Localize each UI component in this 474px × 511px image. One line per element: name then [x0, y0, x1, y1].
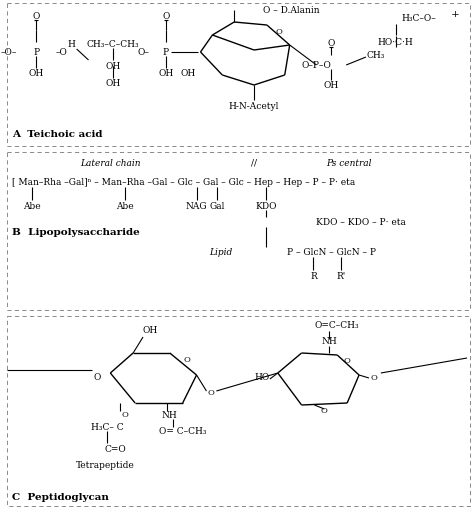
Text: O: O	[328, 38, 335, 48]
Text: OH: OH	[28, 68, 44, 78]
Text: HO: HO	[255, 373, 270, 382]
Text: NAG: NAG	[186, 201, 207, 211]
Text: H₃C–O–: H₃C–O–	[401, 13, 436, 22]
Text: H: H	[68, 39, 76, 49]
Bar	[7, 152, 470, 310]
Text: OH: OH	[106, 61, 121, 71]
Text: OH: OH	[158, 68, 173, 78]
Text: O: O	[371, 374, 377, 382]
Text: CH₃–C–CH₃: CH₃–C–CH₃	[87, 39, 140, 49]
Text: OH: OH	[142, 326, 157, 335]
Text: O: O	[94, 373, 101, 382]
Text: P – GlcN – GlcN – P: P – GlcN – GlcN – P	[287, 247, 376, 257]
Text: O= C–CH₃: O= C–CH₃	[159, 427, 206, 435]
Text: Abe: Abe	[117, 201, 134, 211]
Text: Gal: Gal	[210, 201, 225, 211]
Text: Lateral chain: Lateral chain	[80, 158, 141, 168]
Text: //: //	[251, 158, 257, 168]
Text: NH: NH	[321, 337, 337, 345]
Text: [ Man–Rha –Gal]ⁿ – Man–Rha –Gal – Glc – Gal – Glc – Hep – Hep – P – P· eta: [ Man–Rha –Gal]ⁿ – Man–Rha –Gal – Glc – …	[12, 177, 356, 187]
Text: B  Lipopolysaccharide: B Lipopolysaccharide	[12, 227, 140, 237]
Text: OH: OH	[180, 68, 195, 78]
Text: +: +	[451, 10, 460, 18]
Text: KDO: KDO	[255, 201, 277, 211]
Text: OH: OH	[106, 79, 121, 87]
Text: O: O	[344, 357, 351, 365]
Text: Tetrapeptide: Tetrapeptide	[76, 460, 135, 470]
Text: A  Teichoic acid: A Teichoic acid	[12, 129, 103, 138]
Text: R': R'	[337, 271, 346, 281]
Text: R: R	[310, 271, 317, 281]
Text: H₃C– C: H₃C– C	[91, 423, 123, 431]
Text: O: O	[183, 356, 190, 364]
Text: CH₃: CH₃	[367, 51, 385, 59]
Text: O–P–O: O–P–O	[301, 60, 331, 69]
Text: Lipid: Lipid	[209, 247, 232, 257]
Text: –O–: –O–	[1, 48, 18, 57]
Text: –O: –O	[56, 48, 68, 57]
Text: C  Peptidoglycan: C Peptidoglycan	[12, 493, 109, 501]
Text: O: O	[208, 389, 215, 397]
Text: P: P	[163, 48, 169, 57]
Text: Abe: Abe	[23, 201, 41, 211]
Text: H-N-Acetyl: H-N-Acetyl	[229, 102, 279, 110]
Text: O – D.Alanin: O – D.Alanin	[264, 6, 320, 14]
Bar	[7, 3, 470, 146]
Text: O: O	[32, 12, 40, 20]
Text: HO·C·H: HO·C·H	[378, 37, 414, 47]
Text: O=C–CH₃: O=C–CH₃	[315, 320, 360, 330]
Text: O: O	[162, 12, 170, 20]
Text: OH: OH	[324, 81, 339, 89]
Text: O–: O–	[137, 48, 149, 57]
Text: O: O	[122, 411, 128, 419]
Text: Ps central: Ps central	[327, 158, 372, 168]
Text: O: O	[321, 407, 328, 415]
Bar	[7, 316, 470, 506]
Text: C=O: C=O	[104, 445, 126, 453]
Text: P: P	[33, 48, 39, 57]
Text: KDO – KDO – P· eta: KDO – KDO – P· eta	[316, 218, 406, 226]
Text: NH: NH	[162, 410, 178, 420]
Text: O: O	[275, 28, 282, 36]
